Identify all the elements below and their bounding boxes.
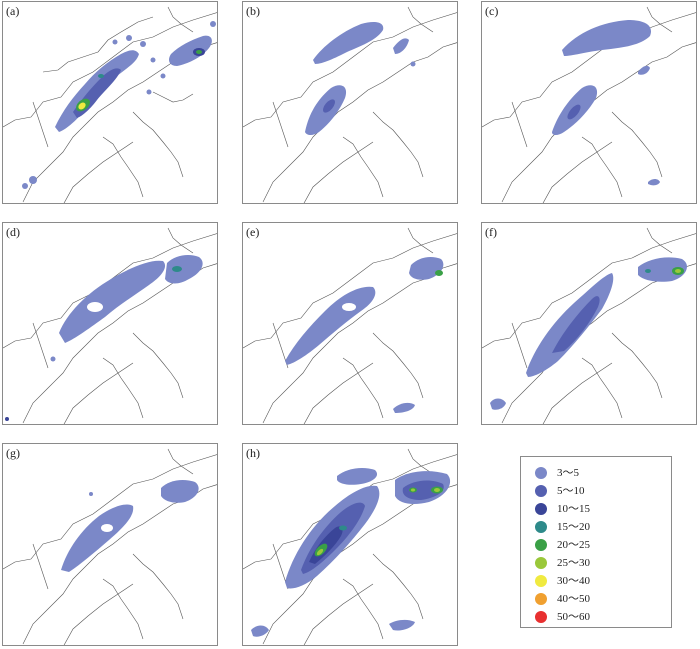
map-canvas-d bbox=[3, 227, 217, 424]
boundary-lines bbox=[482, 227, 696, 424]
legend-item: 50～60 bbox=[535, 609, 665, 626]
map-panel-h: (h) bbox=[242, 443, 458, 646]
legend-swatch bbox=[535, 521, 547, 533]
map-canvas-a bbox=[3, 6, 217, 203]
legend-item: 40～50 bbox=[535, 591, 665, 608]
map-canvas-g bbox=[3, 448, 217, 645]
legend-swatch bbox=[535, 575, 547, 587]
legend-swatch bbox=[535, 557, 547, 569]
map-panel-a: (a) bbox=[2, 1, 218, 204]
map-panel-c: (c) bbox=[481, 1, 697, 204]
legend-swatch bbox=[535, 593, 547, 605]
panel-label-b: (b) bbox=[246, 4, 260, 18]
precip-blobs bbox=[552, 20, 660, 186]
legend-item: 25～30 bbox=[535, 555, 665, 572]
panel-label-e: (e) bbox=[246, 225, 260, 239]
legend-label: 50～60 bbox=[557, 611, 590, 623]
legend-label: 20～25 bbox=[557, 539, 590, 551]
legend-item: 3～5 bbox=[535, 465, 665, 482]
legend-item: 15～20 bbox=[535, 519, 665, 536]
legend-swatch bbox=[535, 539, 547, 551]
legend-label: 25～30 bbox=[557, 557, 590, 569]
legend-swatch bbox=[535, 611, 547, 623]
map-canvas-e bbox=[243, 227, 457, 424]
legend-item: 5～10 bbox=[535, 483, 665, 500]
legend-label: 3～5 bbox=[557, 467, 579, 479]
map-canvas-b bbox=[243, 6, 457, 203]
panel-label-c: (c) bbox=[485, 4, 499, 18]
panel-label-d: (d) bbox=[6, 225, 20, 239]
legend-item: 20～25 bbox=[535, 537, 665, 554]
precip-blobs bbox=[5, 255, 203, 421]
precip-blobs bbox=[22, 21, 216, 189]
legend-swatch bbox=[535, 503, 547, 515]
legend-item: 30～40 bbox=[535, 573, 665, 590]
legend-label: 30～40 bbox=[557, 575, 590, 587]
map-panel-d: (d) bbox=[2, 222, 218, 425]
legend-label: 10～15 bbox=[557, 503, 590, 515]
panel-label-h: (h) bbox=[246, 446, 260, 460]
legend-swatch bbox=[535, 485, 547, 497]
boundary-lines bbox=[482, 6, 696, 203]
legend-label: 15～20 bbox=[557, 521, 590, 533]
panel-label-g: (g) bbox=[6, 446, 20, 460]
map-panel-b: (b) bbox=[242, 1, 458, 204]
map-canvas-c bbox=[482, 6, 696, 203]
precip-blobs bbox=[285, 257, 444, 413]
legend-swatch bbox=[535, 467, 547, 479]
precip-blobs bbox=[490, 257, 687, 410]
map-panel-f: (f) bbox=[481, 222, 697, 425]
legend-label: 5～10 bbox=[557, 485, 585, 497]
boundary-lines bbox=[243, 6, 457, 203]
precip-blobs bbox=[305, 22, 416, 135]
map-panel-g: (g) bbox=[2, 443, 218, 646]
panel-label-f: (f) bbox=[485, 225, 497, 239]
precip-blobs bbox=[251, 468, 451, 637]
legend-label: 40～50 bbox=[557, 593, 590, 605]
boundary-lines bbox=[3, 6, 217, 203]
map-canvas-f bbox=[482, 227, 696, 424]
legend-item: 10～15 bbox=[535, 501, 665, 518]
map-panel-e: (e) bbox=[242, 222, 458, 425]
precip-blobs bbox=[61, 480, 199, 572]
panel-label-a: (a) bbox=[6, 4, 20, 18]
map-canvas-h bbox=[243, 448, 457, 645]
color-legend: 3～5 5～10 10～15 15～20 20～25 25～30 30～40 4… bbox=[520, 456, 672, 628]
boundary-lines bbox=[3, 448, 217, 645]
